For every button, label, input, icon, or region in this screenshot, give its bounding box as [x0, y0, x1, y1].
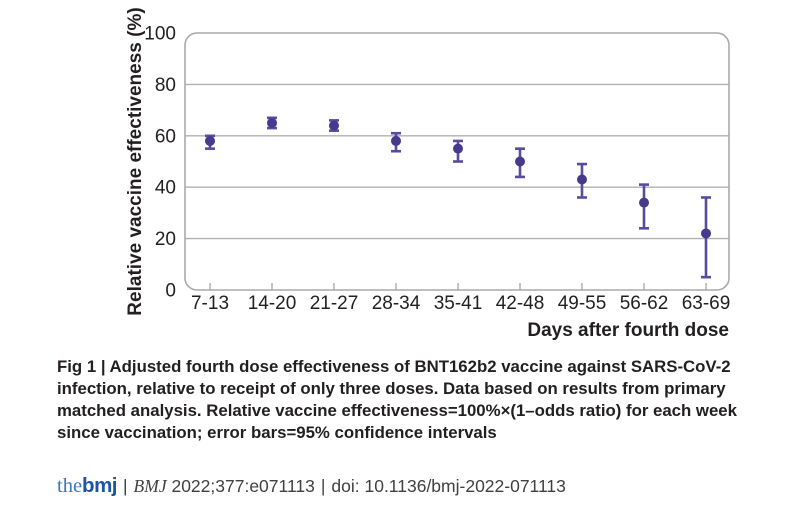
y-tick-label: 20 [155, 229, 176, 250]
x-axis-title: Days after fourth dose [527, 320, 729, 341]
x-tick-label: 14-20 [248, 293, 297, 314]
y-tick-label: 60 [155, 126, 176, 147]
data-point [329, 120, 339, 131]
x-tick-label: 49-55 [558, 293, 607, 314]
data-point [391, 135, 401, 146]
data-point [515, 156, 525, 167]
x-tick-label: 21-27 [310, 293, 359, 314]
x-tick-label: 35-41 [434, 293, 483, 314]
data-point [577, 174, 587, 185]
x-tick-label: 42-48 [496, 293, 545, 314]
effectiveness-chart: 0 20 40 60 80 100 7-13 14-20 21-27 28-34 35-41 42-4… [125, 7, 731, 341]
footer: thebmj | BMJ 2022;377:e071113 | doi: 10.1136… [57, 474, 757, 498]
plot-frame [184, 32, 730, 291]
journal-name: BMJ [133, 476, 167, 496]
y-tick-label: 100 [144, 24, 176, 45]
x-tick-label: 28-34 [372, 293, 421, 314]
figure-caption: Fig 1 | Adjusted fourth dose effectivene… [57, 357, 737, 442]
data-point [205, 135, 215, 146]
footer-separator: | [320, 476, 326, 496]
bmj-logo-bmj: bmj [82, 474, 117, 497]
bmj-logo-the: the [57, 475, 83, 497]
data-point [267, 117, 277, 128]
data-point [453, 143, 463, 154]
citation: 2022;377:e071113 [171, 476, 315, 496]
x-tick-label: 63-69 [682, 293, 731, 314]
x-tick-label: 7-13 [191, 293, 229, 314]
footer-separator: | [123, 476, 128, 496]
y-tick-label: 80 [155, 75, 176, 96]
y-axis-title: Relative vaccine effectiveness (%) [125, 7, 146, 315]
y-tick-label: 0 [165, 281, 176, 302]
data-point [639, 197, 649, 208]
data-point [701, 228, 711, 239]
x-tick-label: 56-62 [620, 293, 669, 314]
y-tick-label: 40 [155, 178, 176, 199]
doi: doi: 10.1136/bmj-2022-071113 [331, 476, 566, 496]
